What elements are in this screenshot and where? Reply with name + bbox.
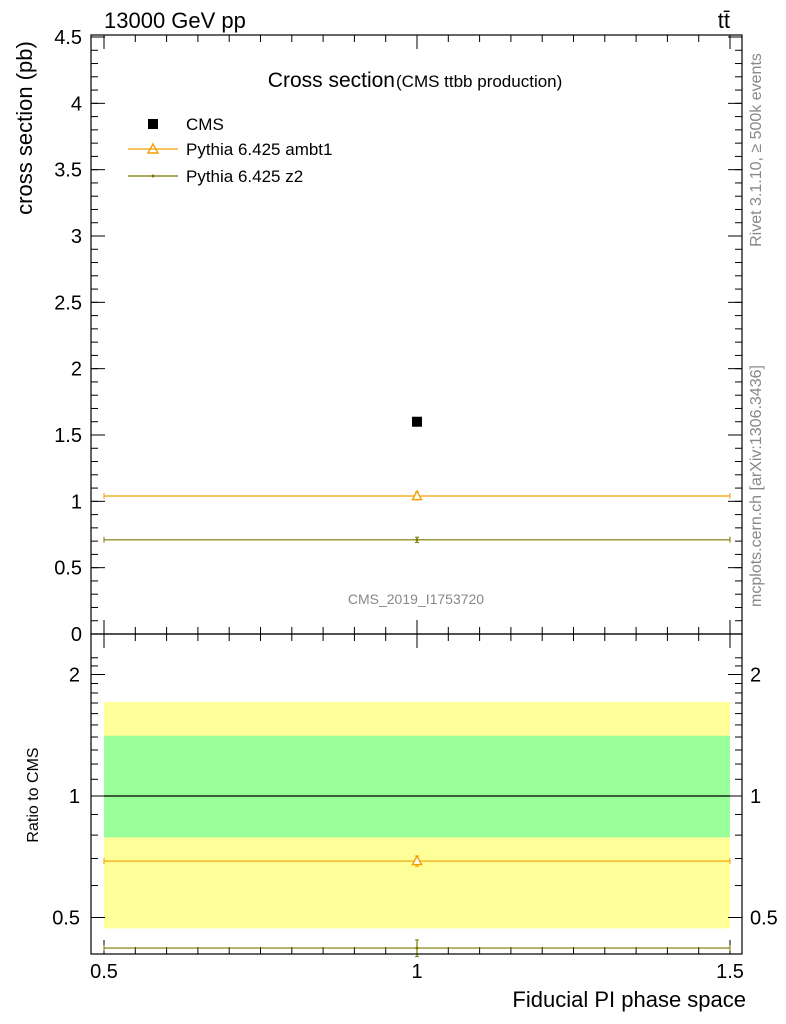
ratio-mc-marker-dot xyxy=(415,946,419,950)
top-y-tick-label: 4 xyxy=(71,93,82,115)
main-plot-panel: cross section (pb) Cross section (CMS tt… xyxy=(12,27,743,646)
top-y-axis-label: cross section (pb) xyxy=(12,41,37,215)
top-y-tick-label: 3 xyxy=(71,226,82,248)
cms-data-point xyxy=(412,416,422,427)
header-process: tt̄ xyxy=(718,8,730,33)
header-energy: 13000 GeV pp xyxy=(104,8,246,33)
ratio-y-tick-label: 1 xyxy=(69,786,80,808)
ratio-data-marks xyxy=(103,854,731,958)
ratio-y-tick-label-right: 1 xyxy=(750,786,761,808)
legend: CMS Pythia 6.425 ambt1 Pythia 6.425 z2 xyxy=(128,115,332,186)
ratio-y-tick-label: 2 xyxy=(69,665,80,687)
top-y-tick-label: 3.5 xyxy=(54,160,82,182)
top-y-tick-label: 1 xyxy=(71,491,82,513)
mc-marker-dot xyxy=(415,538,419,542)
plot-subtitle: (CMS ttbb production) xyxy=(396,72,562,91)
x-tick-label: 1 xyxy=(411,961,422,983)
top-y-tick-label: 4.5 xyxy=(54,27,82,49)
top-y-tick-label: 2.5 xyxy=(54,292,82,314)
legend-label-ambt1: Pythia 6.425 ambt1 xyxy=(186,140,332,159)
top-y-tick-label: 0.5 xyxy=(54,558,82,580)
uncertainty-bands xyxy=(104,701,730,929)
top-y-ticks: 0 0.5 1 1.5 2 2.5 3 3.5 4 4.5 xyxy=(54,27,742,646)
top-data-marks xyxy=(103,416,731,543)
ratio-plot-frame xyxy=(90,633,743,955)
ratio-y-axis-label: Ratio to CMS xyxy=(25,747,42,842)
legend-marker-ambt1 xyxy=(146,142,160,154)
ratio-y-tick-label: 0.5 xyxy=(52,908,80,930)
ratio-mc-marker-triangle xyxy=(411,854,423,866)
legend-marker-z2 xyxy=(151,174,155,178)
analysis-watermark: CMS_2019_I1753720 xyxy=(348,591,484,607)
legend-label-cms: CMS xyxy=(186,115,224,134)
ratio-y-tick-label-right: 0.5 xyxy=(750,908,778,930)
uncertainty-band xyxy=(104,735,730,838)
x-tick-label: 0.5 xyxy=(90,961,118,983)
top-y-tick-label: 2 xyxy=(71,359,82,381)
x-tick-label: 1.5 xyxy=(716,961,744,983)
mc-marker-triangle xyxy=(411,489,423,501)
ratio-panel: 0.5 0.5 1 1 2 2 0.5 1 1.5 Ratio to CMS Fiducial … xyxy=(25,633,778,1012)
legend-marker-cms xyxy=(148,119,158,129)
top-y-tick-label: 0 xyxy=(71,624,82,646)
ratio-y-tick-label-right: 2 xyxy=(750,665,761,687)
x-axis-label: Fiducial PI phase space xyxy=(512,987,746,1012)
top-y-tick-label: 1.5 xyxy=(54,425,82,447)
rivet-version-label: Rivet 3.1.10, ≥ 500k events xyxy=(748,53,765,247)
mcplots-label: mcplots.cern.ch [arXiv:1306.3436] xyxy=(748,365,765,607)
plot-title: Cross section xyxy=(268,69,395,92)
legend-label-z2: Pythia 6.425 z2 xyxy=(186,167,303,186)
